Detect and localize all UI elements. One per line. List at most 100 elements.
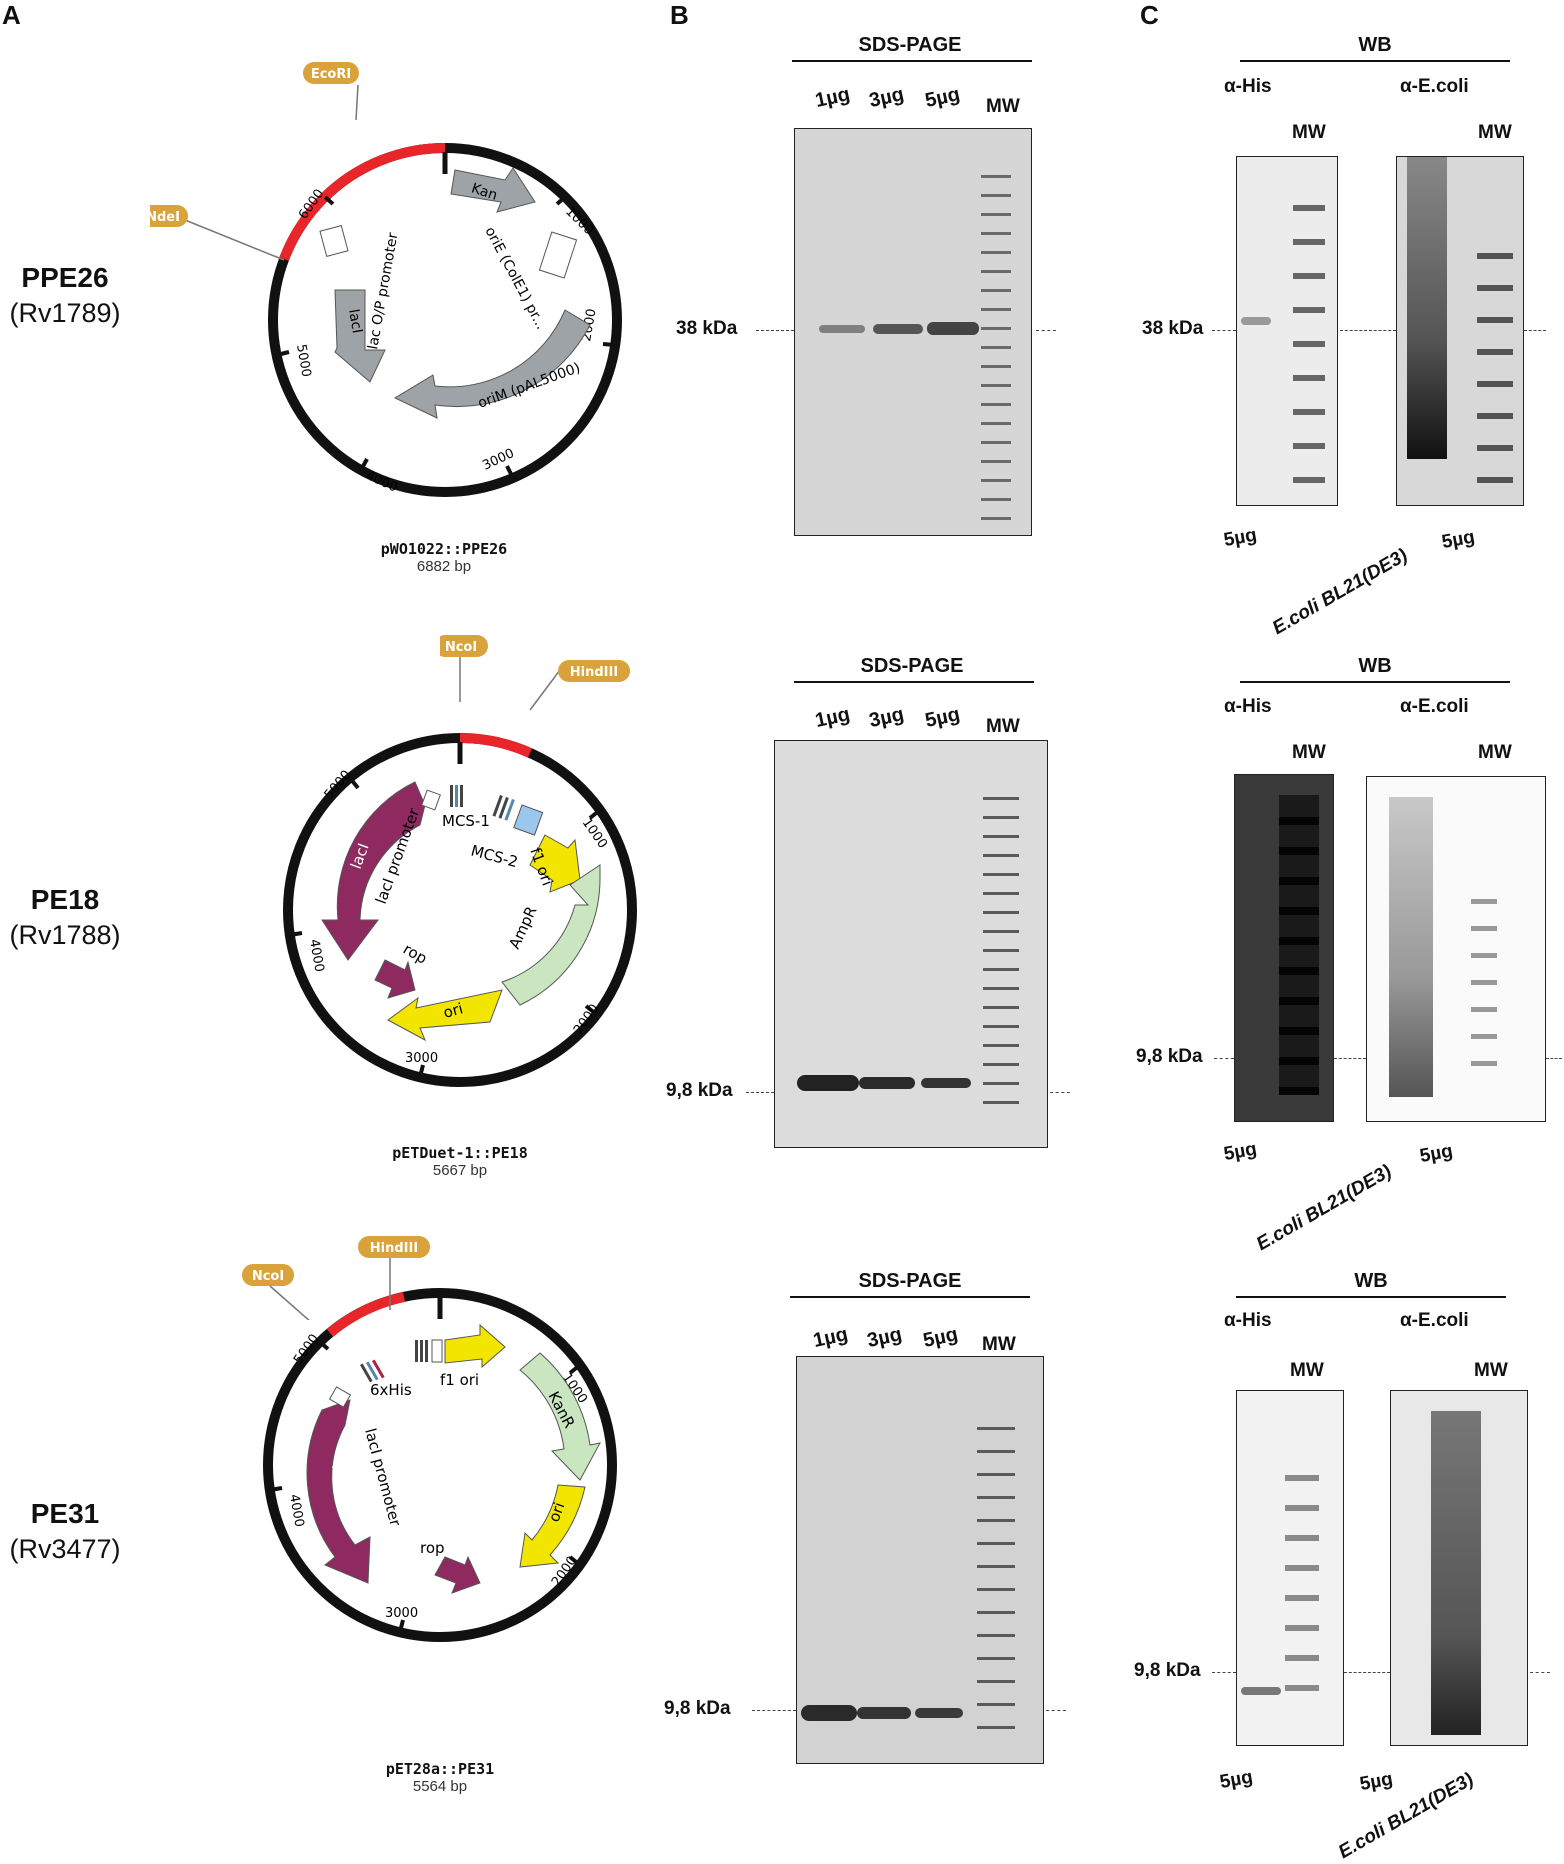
protein-name: PE18 (30, 884, 100, 915)
protein-band (801, 1705, 857, 1721)
western-blot-his (1236, 156, 1338, 506)
protein-name: PPE26 (21, 262, 109, 293)
mw-ladder (1477, 227, 1513, 497)
marker-dash (1530, 1672, 1550, 1673)
amount-label: 5µg (1222, 524, 1259, 552)
marker-dash (1334, 1058, 1366, 1059)
protein-band (927, 322, 979, 335)
restriction-site-label: NcoI (252, 1269, 284, 1284)
kan-arrow (450, 167, 536, 213)
restriction-site-tags: NcoI HindIII (440, 635, 630, 711)
feature-label: lacI (328, 1464, 348, 1492)
amount-label: 5µg (1418, 1140, 1455, 1168)
feature-label: ori (441, 999, 465, 1021)
western-blot-his (1234, 774, 1334, 1122)
feature-label: rop (400, 940, 430, 968)
feature-label: MCS-1 (442, 812, 490, 830)
plasmid-map: 1000 2000 3000 4000 5000 6xHis f1 ori Ka… (263, 1288, 617, 1642)
mcs-block (513, 804, 544, 836)
restriction-site-tag (358, 1236, 430, 1258)
protein-band (819, 325, 865, 333)
marker-label: 9,8 kDa (1134, 1660, 1201, 1681)
rop-arrow (374, 959, 416, 999)
marker-dash (1214, 1058, 1234, 1059)
mw-ladder (1293, 177, 1325, 497)
marker-label: 38 kDa (676, 318, 738, 339)
marker-label: 38 kDa (1142, 318, 1204, 339)
title-rule (794, 681, 1034, 683)
restriction-site-label: NdeI (150, 210, 180, 225)
tick-label: 3000 (405, 1051, 438, 1066)
f1-ori-arrow (529, 834, 581, 893)
wb-title: WB (1354, 1270, 1388, 1292)
sds-page-gel (794, 128, 1032, 536)
tick-label: 4000 (363, 468, 399, 496)
marker-dash (1212, 330, 1236, 331)
restriction-site-label: HindIII (370, 1241, 418, 1256)
mw-label: MW (1474, 1360, 1508, 1381)
mw-ladder (1285, 1451, 1319, 1711)
lane-label: 1µg (813, 83, 852, 113)
gel-title: SDS-PAGE (858, 1270, 962, 1292)
insert-segment (326, 1292, 406, 1337)
lane-label: 3µg (865, 1323, 904, 1353)
mw-ladder (983, 781, 1019, 1117)
marker-label: 9,8 kDa (664, 1698, 731, 1719)
mw-ladder (981, 159, 1011, 529)
panel-label-b: B (670, 0, 689, 30)
plasmid-map: 1000 2000 3000 4000 5000 6000 Kan oriE (… (150, 62, 622, 497)
protein-band (1241, 317, 1271, 325)
mw-label: MW (1290, 1360, 1324, 1381)
kanr-arrow (519, 1352, 601, 1481)
protein-name: PE31 (30, 1498, 100, 1529)
restriction-site-label: EcoRI (311, 67, 351, 82)
plasmid-name: pWO1022::PPE26 (380, 540, 508, 558)
feature-label: MCS-2 (469, 841, 520, 871)
protein-rv-id: (Rv3477) (9, 1534, 121, 1564)
protein-band (857, 1707, 911, 1719)
mw-ladder (1471, 877, 1497, 1077)
lysate-smear (1389, 797, 1433, 1097)
laci-arrow (306, 1399, 371, 1584)
antibody-label: α-His (1224, 76, 1272, 97)
feature-label: f1 ori (440, 1371, 479, 1389)
protein-band (873, 324, 923, 334)
strain-label: E.coli BL21(DE3) (1269, 544, 1412, 640)
antibody-label: α-E.coli (1400, 696, 1469, 717)
protein-band (1241, 1687, 1281, 1695)
mw-label: MW (1478, 742, 1512, 763)
lysate-smear (1431, 1411, 1481, 1735)
western-blot-ecoli (1390, 1390, 1528, 1746)
feature-label: lac O/P promoter (365, 231, 401, 350)
panel-label-c: C (1140, 0, 1159, 30)
mw-label: MW (986, 96, 1020, 117)
lane-label: 5µg (923, 703, 962, 733)
lane-label: 1µg (813, 703, 852, 733)
feature-label: Kan (469, 181, 499, 204)
protein-band (921, 1078, 971, 1088)
protein-band (915, 1708, 963, 1718)
tick-label: 3000 (385, 1606, 418, 1621)
tick-label: 4000 (306, 938, 327, 973)
western-blot-his (1236, 1390, 1344, 1746)
plasmid-map: 1000 2000 3000 4000 5000 MCS-1 MCS-2 f1 … (283, 733, 637, 1087)
restriction-site-tag (303, 62, 359, 84)
marker-dash (1340, 330, 1396, 331)
restriction-site-tags: HindIII NcoI (242, 1236, 430, 1320)
mw-label: MW (1292, 122, 1326, 143)
panel-label-a: A (2, 0, 21, 30)
amount-label: 5µg (1440, 526, 1477, 554)
protein-band (859, 1077, 915, 1089)
sds-page-gel (796, 1356, 1044, 1764)
restriction-site-tag (440, 635, 488, 657)
mw-label: MW (1292, 742, 1326, 763)
marker-dash (1546, 1058, 1562, 1059)
plasmid-backbone (263, 1288, 617, 1642)
antibody-label: α-His (1224, 1310, 1272, 1331)
lane-label: 5µg (923, 83, 962, 113)
restriction-site-tag (150, 205, 188, 227)
laci-arrow (334, 289, 386, 383)
ori-arrow (519, 1484, 586, 1568)
restriction-site-label: HindIII (570, 665, 618, 680)
title-rule (792, 60, 1032, 62)
